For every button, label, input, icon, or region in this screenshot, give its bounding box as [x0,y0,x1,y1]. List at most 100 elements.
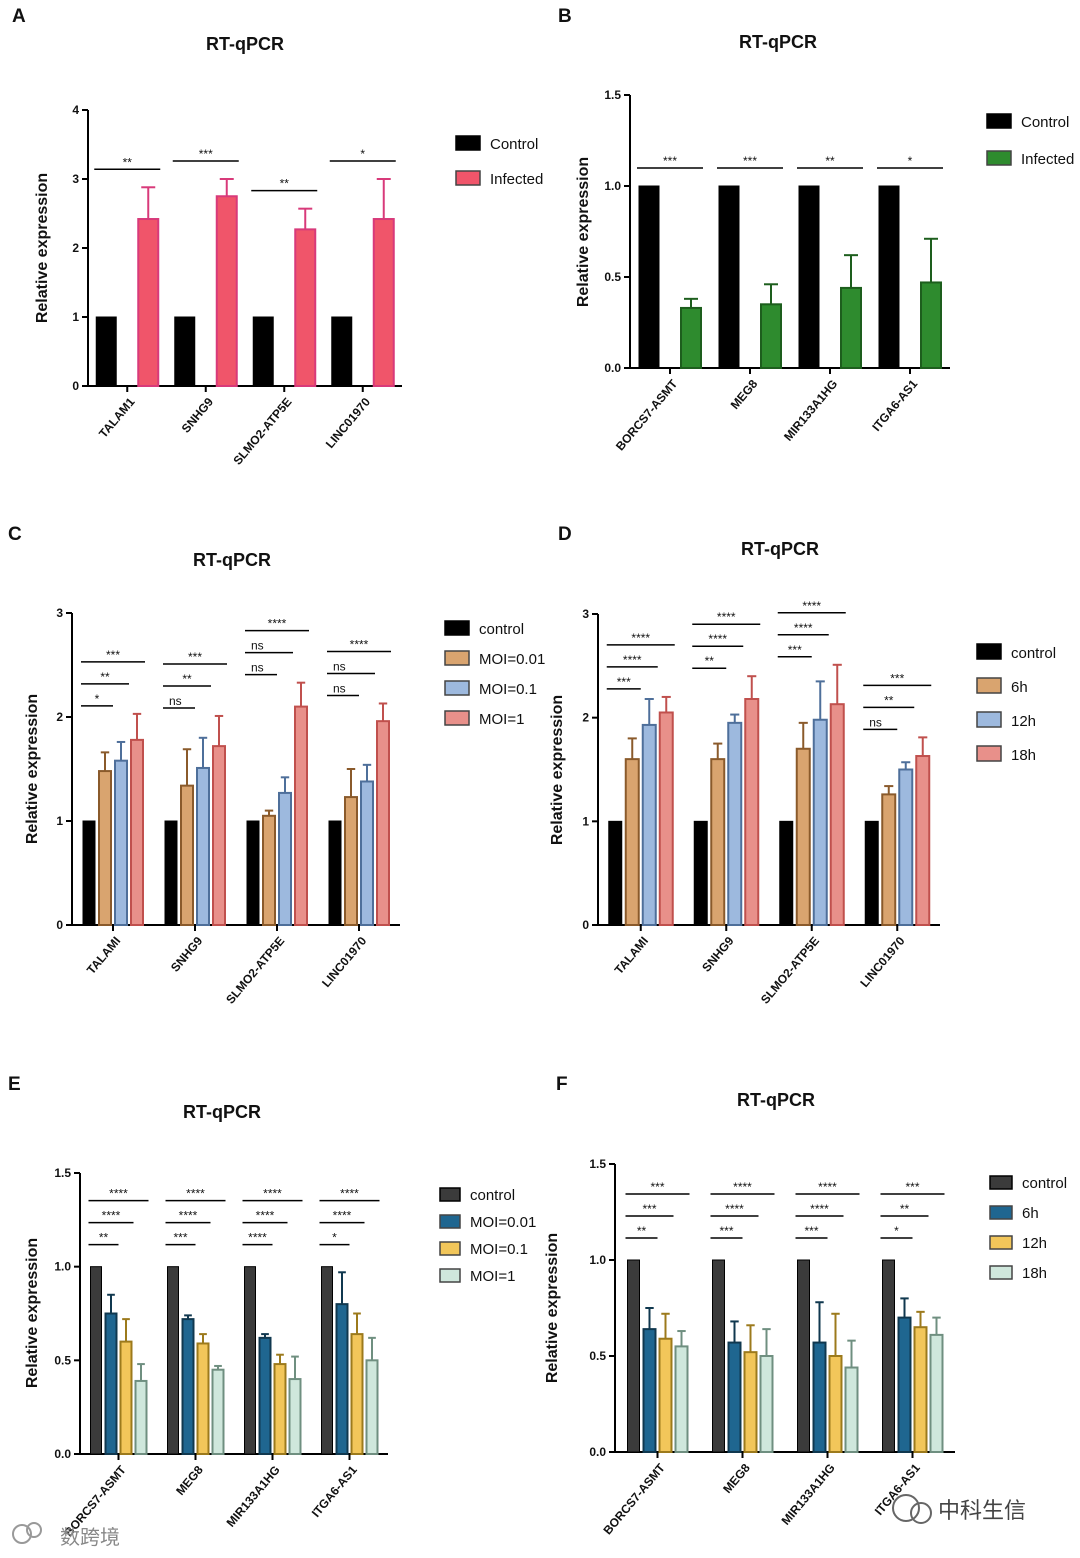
x-category-label: MEG8 [720,1461,753,1496]
y-tick-label: 1.0 [604,179,621,193]
significance-label: ** [100,670,110,684]
significance-label: **** [631,631,650,645]
bar-control [627,1259,640,1453]
significance-label: **** [333,1209,352,1223]
y-tick-label: 1.5 [604,88,621,102]
y-axis-label: Relative expression [575,157,592,307]
bar-control [797,1259,810,1453]
bar-18h [744,698,760,926]
bar-18h [929,1333,944,1454]
significance-label: **** [708,632,727,646]
significance-label: **** [340,1187,359,1201]
bar-6h [642,1328,657,1453]
y-tick-label: 1.0 [589,1253,606,1267]
significance-label: * [95,692,100,706]
significance-label: *** [188,650,202,664]
significance-label: * [360,147,365,161]
bar-6h [812,1341,827,1454]
significance-label: **** [256,1209,275,1223]
significance-label: *** [199,147,213,161]
legend-swatch [989,1205,1013,1220]
bar-6h [727,1341,742,1454]
wechat-icon [892,1494,920,1522]
bar-12h [641,723,657,926]
bar-control [878,185,900,369]
bar-moi-1 [376,720,390,926]
legend-label: 18h [1022,1265,1047,1282]
legend-label: control [1022,1175,1067,1192]
legend-swatch [989,1235,1013,1250]
significance-label: ** [900,1202,910,1216]
significance-label: *** [719,1224,733,1238]
y-tick-label: 0.5 [604,270,621,284]
legend-label: MOI=1 [470,1268,515,1285]
bar-6h [710,758,726,927]
legend-swatch [989,1175,1013,1190]
x-category-label: SLMO2-ATP5E [758,934,822,1007]
bar-infected [680,306,702,370]
legend-swatch [439,1187,461,1202]
bar-moi-0-1 [360,780,374,926]
bar-moi-1 [211,1368,225,1455]
x-category-label: SNHG9 [179,395,217,436]
legend-label: MOI=0.1 [479,681,537,698]
bar-12h [727,721,743,926]
x-category-label: MEG8 [728,377,761,412]
bar-control [779,820,794,926]
legend-label: control [470,1187,515,1204]
chart-title: RT-qPCR [183,1102,261,1122]
panel-letter: D [558,524,572,545]
legend-swatch [439,1241,461,1256]
legend-swatch [444,710,470,726]
y-tick-label: 1 [56,814,63,828]
significance-label: ** [884,693,894,707]
legend-label: Infected [490,171,543,188]
x-category-label: LINC01970 [323,395,373,451]
y-tick-label: 0 [72,379,79,393]
panel-letter: C [8,524,22,545]
significance-label: ns [333,681,346,695]
legend-swatch [986,150,1012,166]
y-tick-label: 1.5 [54,1166,71,1180]
bar-control [864,820,879,926]
bar-control [244,1266,256,1455]
x-category-label: TALAMI [84,934,123,977]
x-category-label: SLMO2-ATP5E [223,934,287,1007]
legend-label: Control [1021,114,1069,131]
significance-label: * [908,154,913,168]
significance-label: *** [663,154,677,168]
watermark-left-icon-2 [26,1522,42,1538]
bar-control [321,1266,333,1455]
legend-label: MOI=0.01 [470,1214,536,1231]
y-tick-label: 4 [72,103,79,117]
panel-letter: B [558,6,572,27]
significance-label: *** [743,154,757,168]
y-tick-label: 1 [582,814,589,828]
significance-label: ** [705,654,715,668]
legend-swatch [986,113,1012,129]
bar-control [608,820,623,926]
panel-letter: E [8,1074,21,1095]
y-tick-label: 3 [56,606,63,620]
bar-18h [829,703,845,926]
significance-label: ** [99,1231,109,1245]
legend-label: Infected [1021,151,1074,168]
bar-moi-0-1 [273,1363,287,1455]
bar-12h [658,1337,673,1453]
significance-label: ns [333,659,346,673]
bar-moi-0-1 [350,1333,364,1456]
bar-infected [215,195,238,387]
bar-moi-0-1 [114,759,128,926]
bar-control [882,1259,895,1453]
bar-infected [760,303,782,369]
x-category-label: MIR133A1HG [224,1463,283,1530]
y-tick-label: 0.0 [589,1445,606,1459]
bar-18h [674,1345,689,1454]
chart-panel-b: B RT-qPCR Relative expression 0.0 0.5 1.0 1.5 B… [558,6,1074,453]
bar-control [252,316,274,387]
legend-swatch [444,620,470,636]
bar-moi-1 [288,1378,302,1455]
significance-label: **** [623,653,642,667]
